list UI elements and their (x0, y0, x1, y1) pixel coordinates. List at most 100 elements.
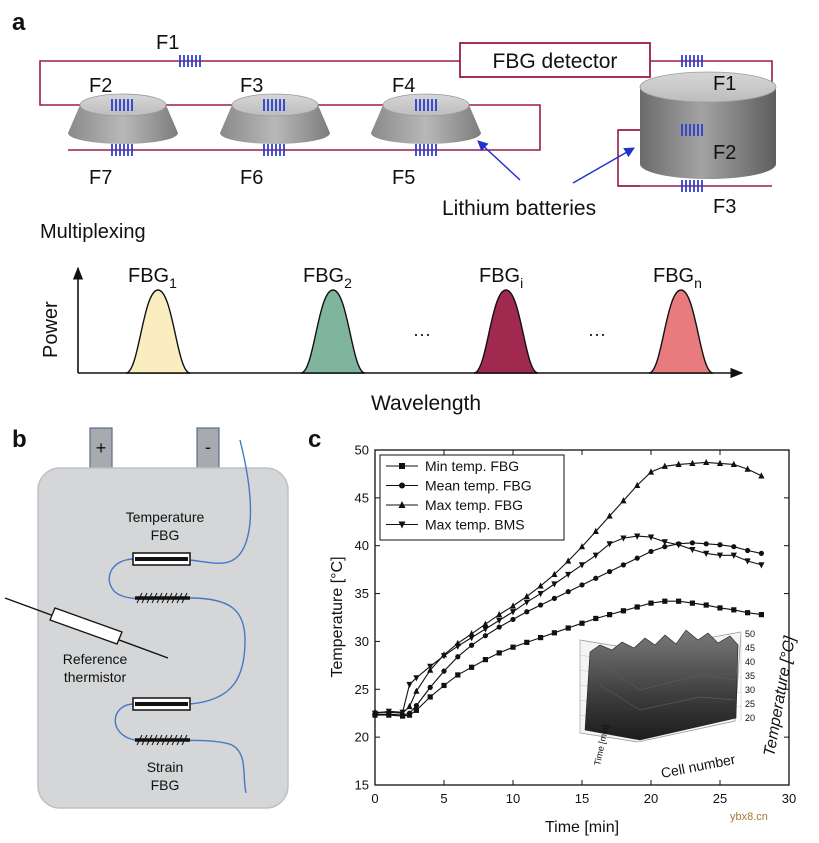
battery-frustum-3 (371, 93, 481, 144)
data-point (606, 541, 613, 548)
legend-label: Mean temp. FBG (425, 478, 532, 494)
series-line (374, 535, 762, 714)
data-point (620, 608, 626, 614)
peak-label-fbgi: FBGi (479, 265, 523, 291)
legend-label: Min temp. FBG (425, 458, 519, 474)
data-point (758, 550, 765, 556)
data-point (620, 497, 627, 504)
data-point (440, 653, 448, 660)
fbg-label-f5: F5 (392, 167, 415, 189)
data-point (496, 611, 503, 618)
strain-fbg-sensor-1 (135, 592, 190, 604)
data-point (662, 598, 668, 604)
panel-c-label: c (308, 426, 321, 453)
x-tick-label: 20 (644, 791, 658, 806)
reference-thermistor-label-line2: thermistor (64, 669, 127, 685)
data-point (406, 702, 413, 710)
y-tick-label: 15 (355, 778, 369, 793)
data-point (565, 589, 571, 595)
data-point (730, 552, 737, 559)
data-point (593, 575, 599, 581)
watermark: ybx8.cn (730, 811, 768, 823)
data-point (510, 644, 516, 650)
multiplexing-label: Multiplexing (40, 221, 146, 243)
reference-thermistor-label-line1: Reference (63, 651, 128, 667)
data-point (758, 562, 765, 569)
grating-f3-right (681, 180, 703, 192)
data-point (730, 460, 737, 467)
data-point (509, 602, 517, 609)
data-point (634, 533, 641, 540)
inset-z-tick-label: 45 (745, 643, 755, 653)
data-point (647, 534, 655, 541)
peak-fbg1 (125, 289, 191, 374)
data-point (717, 542, 723, 548)
data-point (620, 535, 627, 542)
fbg-detector-label: FBG detector (493, 50, 618, 73)
data-point (413, 675, 420, 682)
temperature-fbg-label-line2: FBG (151, 527, 180, 543)
data-point (731, 607, 737, 613)
data-point (634, 481, 641, 489)
spectrum-peak-fbg1 (125, 289, 191, 374)
data-point (524, 639, 530, 645)
data-point (675, 542, 682, 549)
inset-z-tick-label: 25 (745, 699, 755, 709)
battery-frustum-1 (68, 93, 178, 144)
data-point (482, 620, 489, 627)
peak-label-fbg1: FBG1 (128, 265, 177, 291)
panel-a-label: a (12, 9, 26, 36)
data-point (565, 571, 572, 579)
panel-b-label: b (12, 426, 27, 453)
panel-c: c 0 5 10 15 20 25 30 15 20 25 30 35 40 45 50 Temperatu… (308, 426, 799, 836)
data-point (509, 609, 517, 616)
peak-fbgi (473, 289, 539, 374)
positive-terminal-label: + (96, 438, 107, 458)
x-tick-label: 10 (506, 791, 520, 806)
spectrum-peak-fbgn (648, 289, 714, 374)
series-layer (371, 458, 765, 719)
data-point (468, 630, 475, 637)
reference-thermistor (4, 597, 169, 659)
data-point (538, 635, 544, 641)
data-point (703, 550, 710, 557)
data-point (385, 708, 392, 715)
legend-label: Max temp. FBG (425, 497, 523, 513)
data-point (648, 600, 654, 606)
peak-label-fbgn: FBGn (653, 265, 702, 291)
x-tick-label: 25 (713, 791, 727, 806)
grating-f1-left (179, 55, 201, 67)
data-point (469, 642, 475, 648)
data-point (371, 710, 379, 717)
y-tick-label: 45 (355, 490, 369, 505)
strain-fbg-sensor-2 (135, 734, 190, 746)
data-point (469, 664, 475, 670)
data-point (496, 650, 502, 656)
data-point (537, 582, 544, 589)
data-point (551, 581, 558, 588)
grating-f3 (263, 99, 285, 111)
data-point (454, 643, 461, 650)
fbg-label-right-f2: F2 (713, 142, 736, 164)
data-point (689, 459, 696, 466)
data-point (399, 482, 405, 489)
peak-fbgn (648, 289, 714, 374)
data-point (413, 707, 419, 713)
fbg-label-f1: F1 (156, 32, 179, 54)
panel-b: b + - Temperature FBG (4, 426, 289, 809)
inset-3d-surface: 50 45 40 35 30 25 20 Temperature [°C] Cell num… (579, 629, 799, 781)
legend-label: Max temp. BMS (425, 517, 525, 533)
fbg-label-f7: F7 (89, 167, 112, 189)
data-point (413, 702, 419, 709)
grating-f6 (263, 144, 285, 156)
fbg-gratings (111, 55, 703, 192)
x-tick-label: 30 (782, 791, 796, 806)
power-axis-label: Power (40, 301, 62, 358)
data-point (744, 465, 751, 472)
inset-x-axis-label: Cell number (660, 751, 737, 781)
pouch-cell-body (37, 467, 289, 809)
data-point (524, 609, 530, 615)
ellipsis-1: ··· (413, 324, 431, 344)
data-point (551, 570, 558, 578)
ellipsis-2: ··· (588, 324, 606, 344)
